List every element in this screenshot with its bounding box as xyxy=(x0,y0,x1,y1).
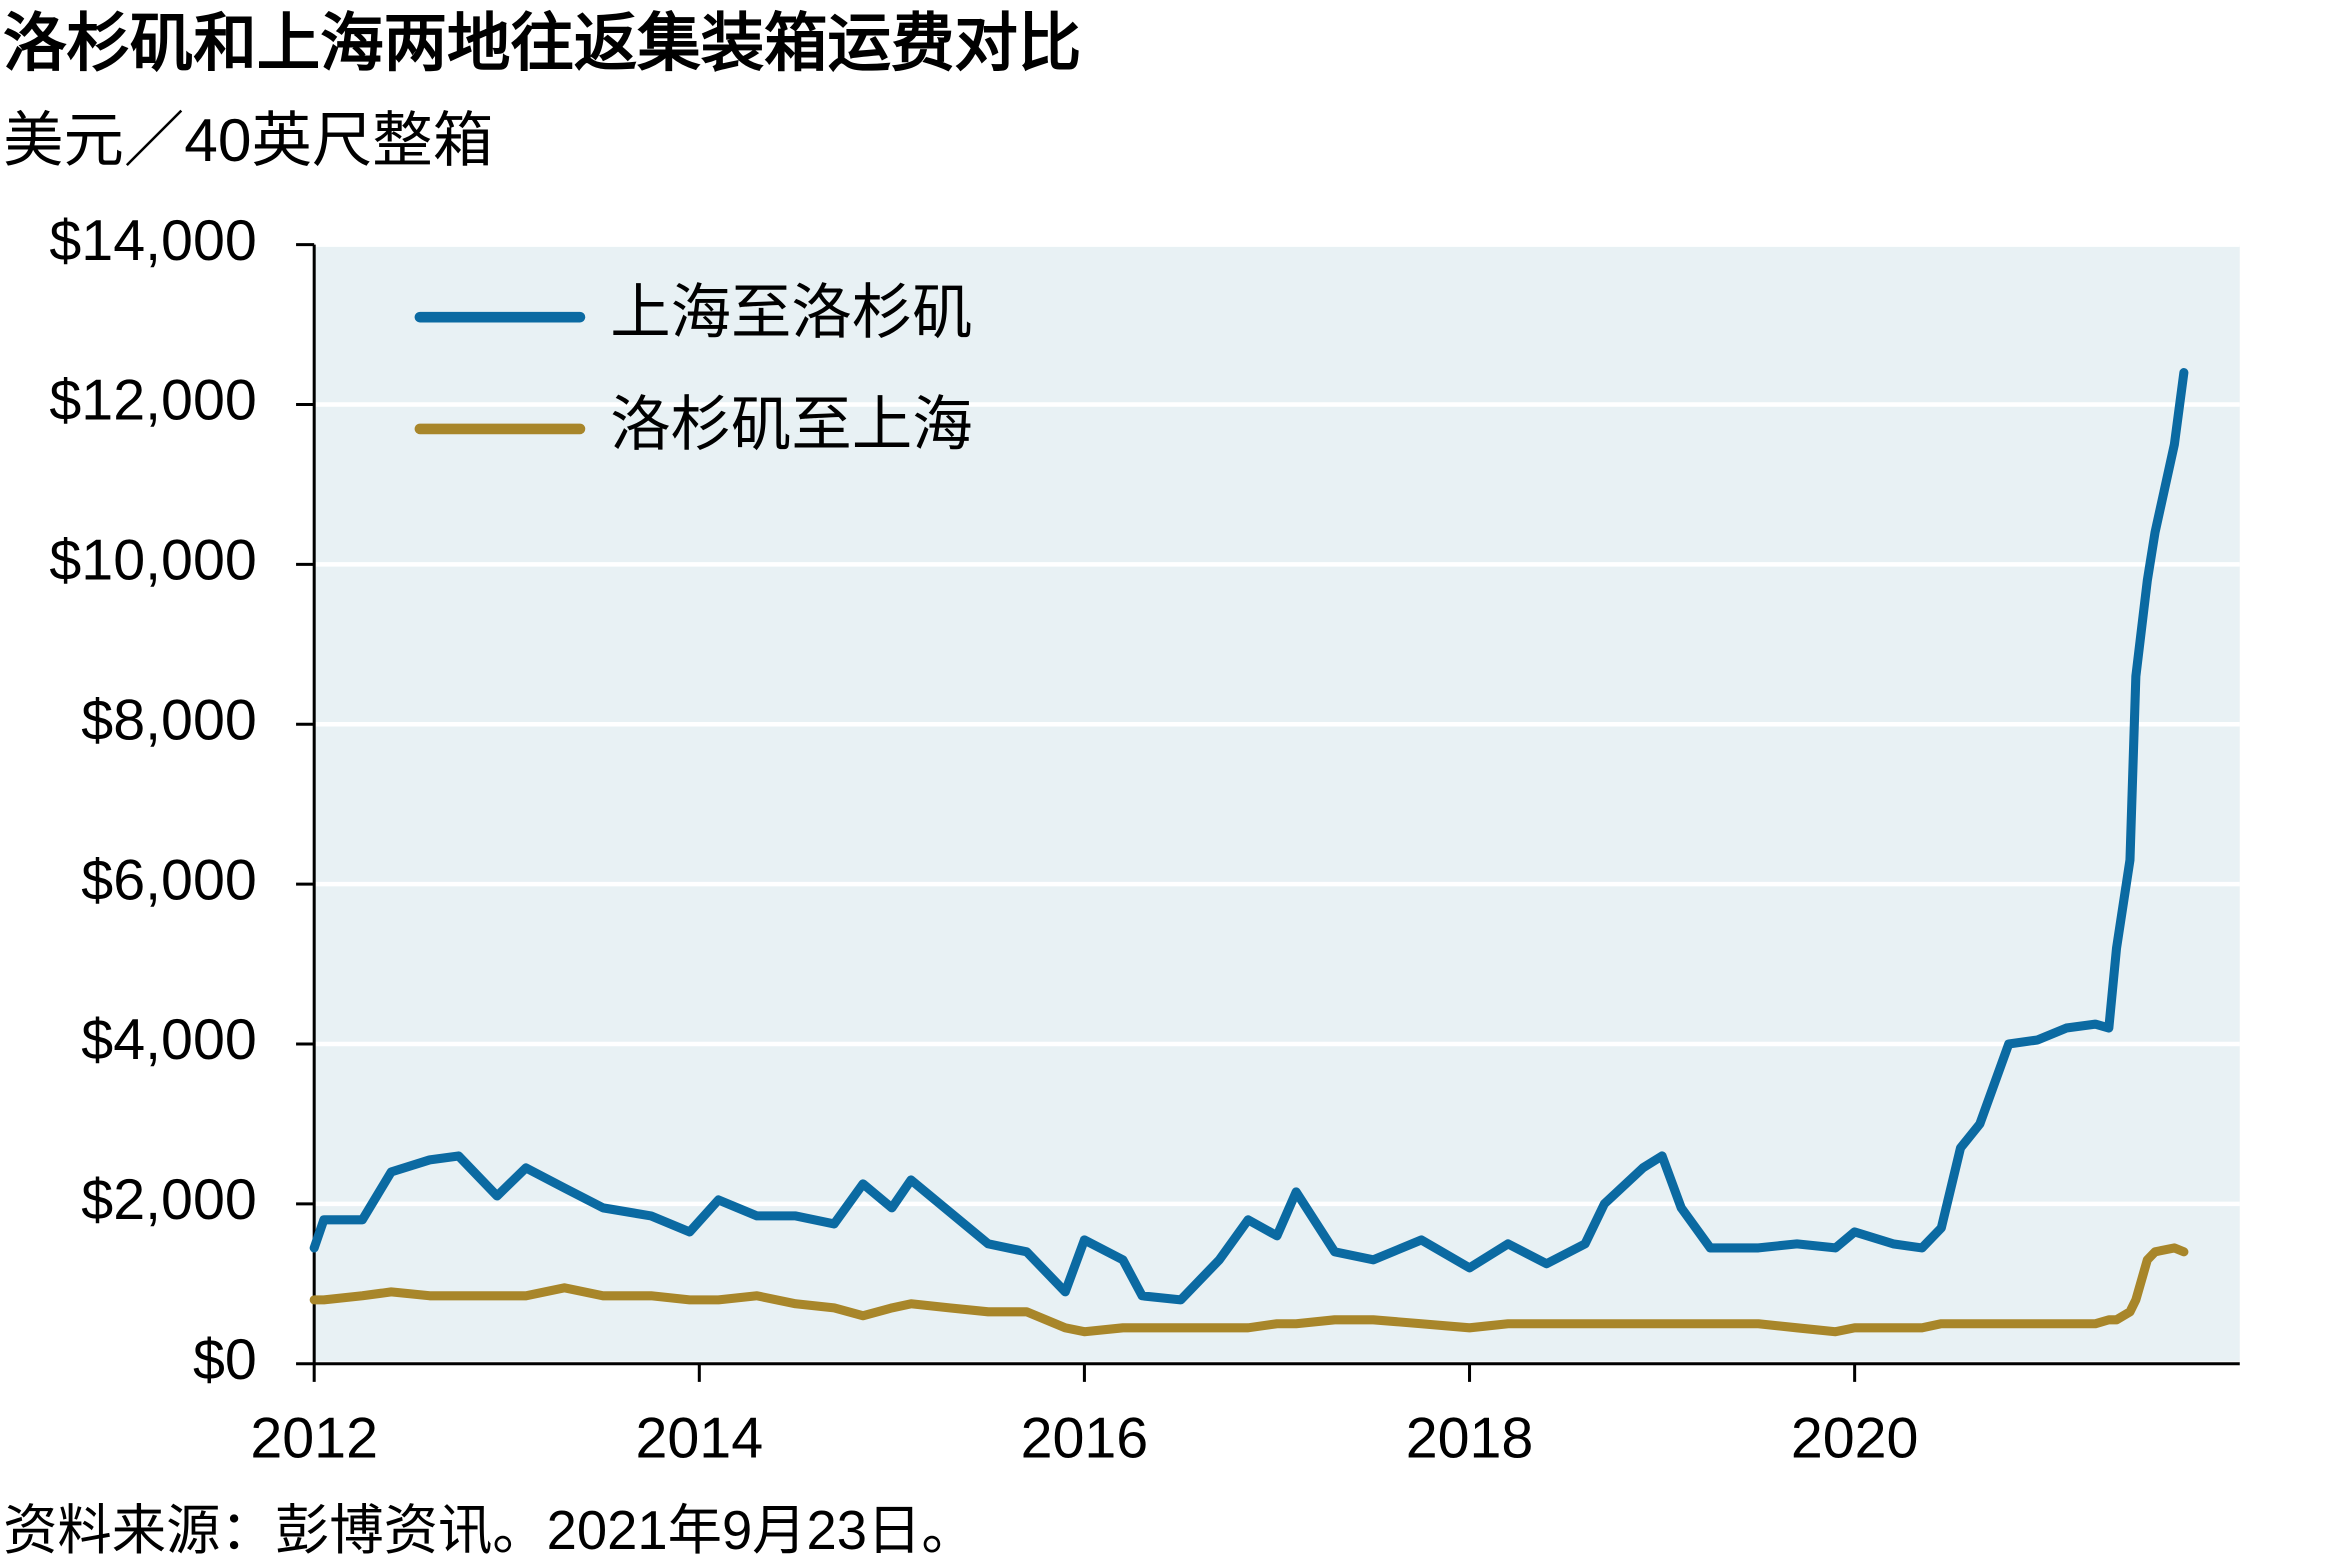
legend-label: 上海至洛杉矶 xyxy=(610,278,972,346)
legend-label: 洛杉矶至上海 xyxy=(610,390,972,458)
y-tick-label: $6,000 xyxy=(81,848,257,912)
y-tick-label: $14,000 xyxy=(49,209,256,273)
x-tick-label: 2020 xyxy=(1791,1406,1919,1470)
y-tick-label: $0 xyxy=(193,1328,257,1392)
y-tick-label: $2,000 xyxy=(81,1168,257,1232)
plot-background xyxy=(314,244,2240,1364)
source-note: 资料来源：彭博资讯。2021年9月23日。 xyxy=(3,1500,976,1561)
y-tick-label: $4,000 xyxy=(81,1008,257,1072)
y-tick-label: $8,000 xyxy=(81,688,257,752)
y-tick-label: $12,000 xyxy=(49,369,256,433)
x-tick-label: 2018 xyxy=(1406,1406,1534,1470)
x-tick-label: 2016 xyxy=(1021,1406,1149,1470)
x-tick-label: 2012 xyxy=(250,1406,378,1470)
series-line xyxy=(309,1243,2189,1337)
x-tick-label: 2014 xyxy=(635,1406,763,1470)
y-tick-label: $10,000 xyxy=(49,529,256,593)
chart-title: 洛杉矶和上海两地往返集装箱运费对比 xyxy=(3,9,1081,79)
chart-subtitle: 美元／40英尺整箱 xyxy=(3,106,493,174)
series-line xyxy=(309,368,2189,1305)
